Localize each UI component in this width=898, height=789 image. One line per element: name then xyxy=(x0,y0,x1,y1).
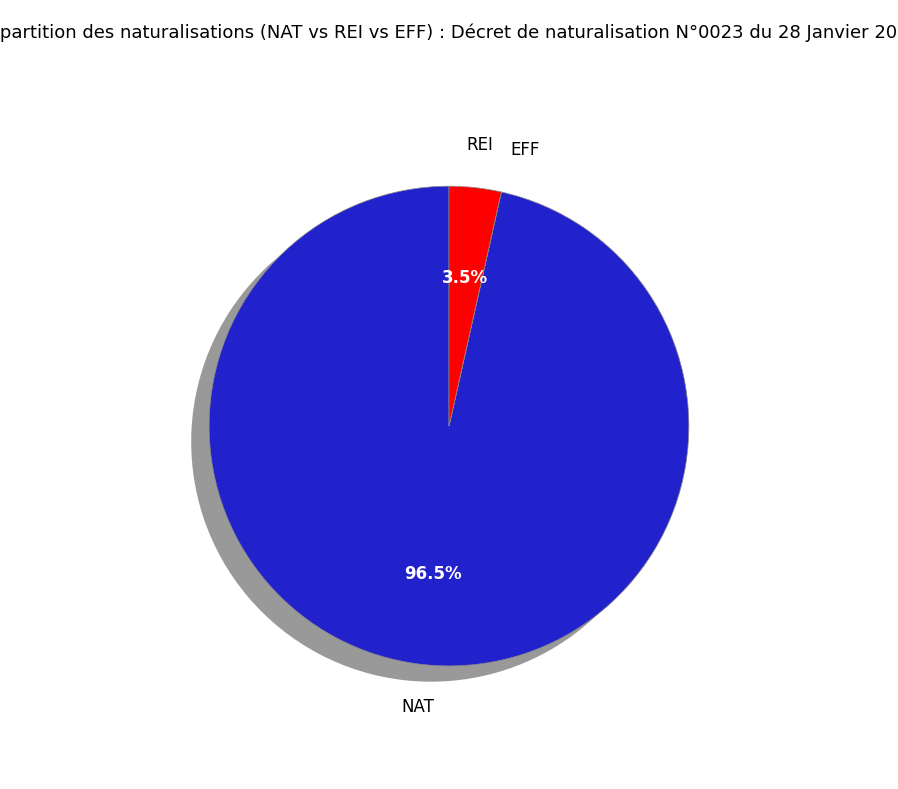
Wedge shape xyxy=(431,208,483,442)
Text: EFF: EFF xyxy=(511,141,540,159)
Wedge shape xyxy=(449,186,501,426)
Wedge shape xyxy=(449,192,501,426)
Wedge shape xyxy=(209,186,689,666)
Text: 96.5%: 96.5% xyxy=(404,565,462,583)
Text: REI: REI xyxy=(467,136,494,154)
Text: 3.5%: 3.5% xyxy=(442,269,489,287)
Wedge shape xyxy=(431,202,483,442)
Text: NAT: NAT xyxy=(401,698,435,716)
Text: Répartition des naturalisations (NAT vs REI vs EFF) : Décret de naturalisation N: Répartition des naturalisations (NAT vs … xyxy=(0,24,898,42)
Wedge shape xyxy=(191,202,671,682)
